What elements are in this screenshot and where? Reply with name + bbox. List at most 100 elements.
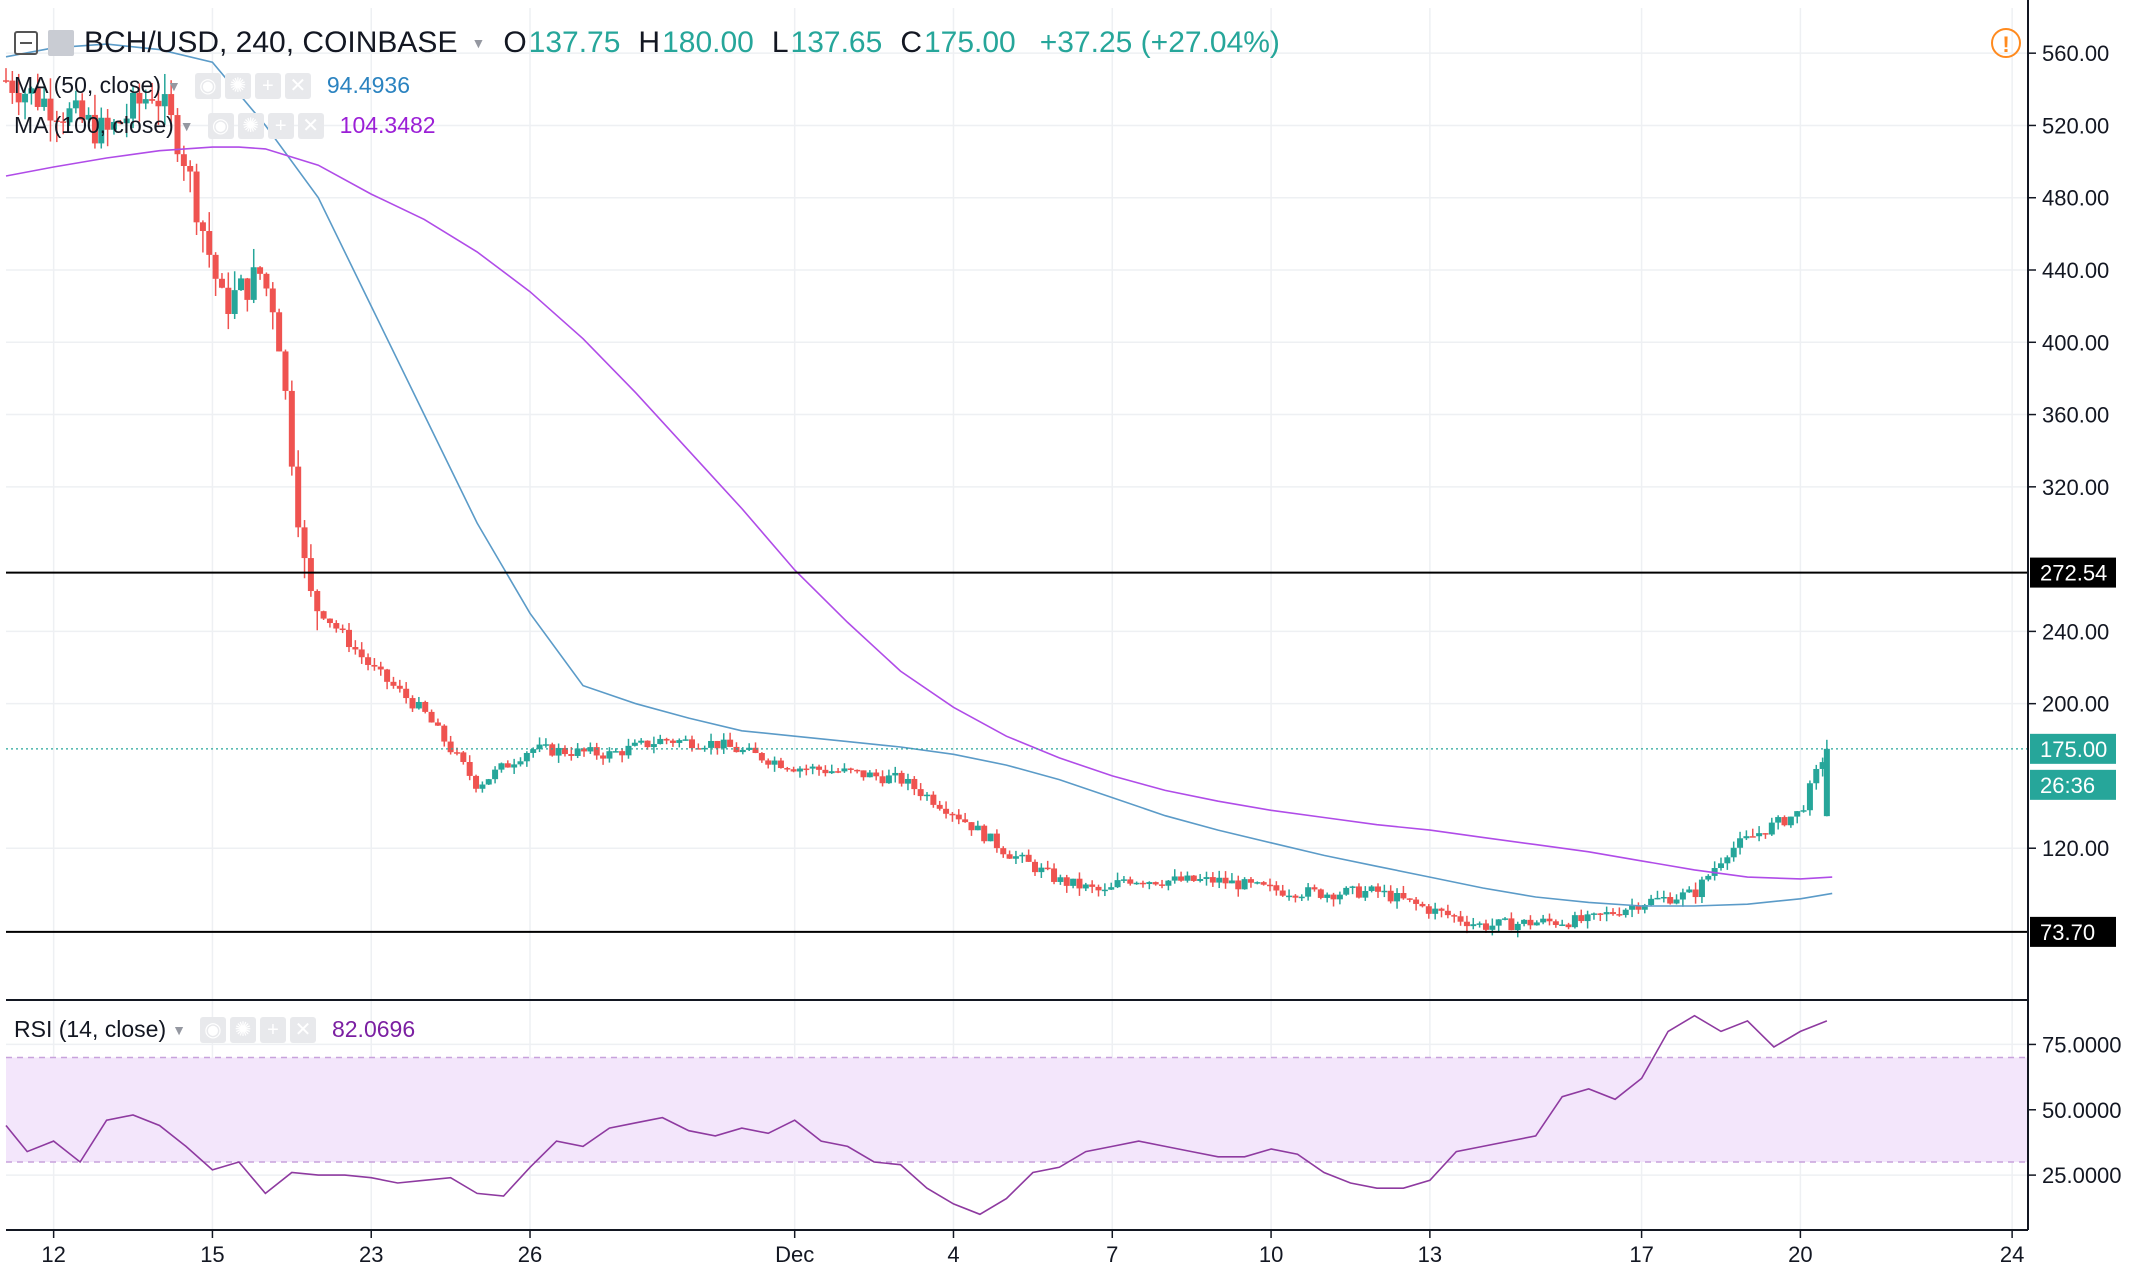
candle-body <box>263 273 270 289</box>
candle-body <box>1679 892 1686 900</box>
candle-body <box>1616 914 1623 916</box>
candle-body <box>1635 905 1642 910</box>
candle-body <box>955 814 962 820</box>
ma50-legend: MA (50, close) ▼ ◉ ✺ + ✕ 94.4936 <box>14 72 410 99</box>
eye-icon[interactable]: ◉ <box>199 1016 226 1043</box>
gear-icon[interactable]: ✺ <box>229 1016 256 1043</box>
x-tick-label: 7 <box>1106 1242 1118 1267</box>
candle-body <box>358 649 365 658</box>
candle-body <box>1178 876 1185 881</box>
chevron-down-icon[interactable]: ▼ <box>471 35 486 51</box>
eye-icon[interactable]: ◉ <box>194 72 221 99</box>
candle-body <box>1101 889 1108 892</box>
candle-body <box>1374 886 1381 892</box>
candle-body <box>593 747 600 756</box>
candle-body <box>1387 890 1394 902</box>
candle-body <box>441 725 448 742</box>
gear-icon[interactable]: ✺ <box>224 72 251 99</box>
candle-body <box>1273 885 1280 891</box>
candle-body <box>1540 918 1547 923</box>
gear-icon[interactable]: ✺ <box>237 112 264 139</box>
candle-body <box>1806 783 1813 811</box>
ma100-label[interactable]: MA (100, close) <box>14 112 174 138</box>
candle-body <box>568 754 575 756</box>
close-icon[interactable]: ✕ <box>284 72 311 99</box>
candle-body <box>1089 884 1096 887</box>
candle-body <box>1717 863 1724 869</box>
chevron-down-icon[interactable]: ▼ <box>172 1021 186 1038</box>
rsi-band <box>6 1057 2028 1163</box>
plus-icon[interactable]: + <box>267 112 294 139</box>
low-label: L <box>771 26 789 59</box>
x-tick-label: 15 <box>200 1242 224 1267</box>
close-value: 175.00 <box>923 26 1016 59</box>
candle-body <box>1012 856 1019 859</box>
candle-body <box>110 121 117 130</box>
candle-body <box>1247 879 1254 883</box>
ma50-label[interactable]: MA (50, close) <box>14 72 161 98</box>
collapse-icon[interactable] <box>14 31 38 55</box>
candle-body <box>523 752 530 762</box>
candle-body <box>1343 887 1350 895</box>
candle-body <box>276 312 283 352</box>
candle-body <box>3 80 9 82</box>
candle-body <box>1521 919 1528 924</box>
candle-body <box>1152 882 1159 885</box>
candle-body <box>1686 889 1693 893</box>
plus-icon[interactable]: + <box>259 1016 286 1043</box>
candle-body <box>943 808 950 814</box>
level-price-tag: 73.70 <box>2040 920 2095 945</box>
candle-body <box>180 154 187 167</box>
candle-body <box>1775 817 1782 823</box>
rsi-tick-label: 75.0000 <box>2042 1032 2122 1057</box>
candle-body <box>1146 882 1153 885</box>
x-tick-label: 17 <box>1629 1242 1653 1267</box>
candle-body <box>1311 887 1318 890</box>
candle-body <box>1222 877 1229 884</box>
candle-body <box>206 231 213 255</box>
y-tick-label: 240.00 <box>2042 619 2109 644</box>
close-icon[interactable]: ✕ <box>297 112 324 139</box>
candle-body <box>1260 882 1267 885</box>
candle-body <box>53 120 60 123</box>
candle-body <box>1476 923 1483 925</box>
candle-body <box>1571 915 1578 928</box>
candle-body <box>1025 854 1032 862</box>
candle-body <box>1756 833 1763 837</box>
candle-body <box>1673 899 1680 904</box>
candle-body <box>1076 878 1083 889</box>
candle-body <box>1209 877 1216 883</box>
chevron-down-icon[interactable]: ▼ <box>167 77 181 94</box>
candle-body-last <box>1823 748 1830 817</box>
x-tick-label: 23 <box>359 1242 383 1267</box>
chevron-down-icon[interactable]: ▼ <box>179 117 194 134</box>
close-icon[interactable]: ✕ <box>289 1016 316 1043</box>
candle-body <box>714 740 721 749</box>
candle-body <box>231 290 238 314</box>
chart-header: BCH/USD, 240, COINBASE ▼ O 137.75 H 180.00… <box>14 26 1280 60</box>
alert-icon[interactable]: ! <box>1991 28 2021 58</box>
candle-body <box>504 763 511 768</box>
candle-body <box>1749 836 1756 838</box>
candle-body <box>1451 915 1458 917</box>
symbol-label[interactable]: BCH/USD, 240, COINBASE <box>84 26 458 59</box>
candle-body <box>345 629 352 648</box>
rsi-label[interactable]: RSI (14, close) <box>14 1016 167 1042</box>
candle-body <box>898 772 905 784</box>
candle-body <box>1324 894 1331 898</box>
candle-body <box>1051 868 1058 882</box>
candle-body <box>1330 894 1337 900</box>
grid-lines <box>6 8 2028 1230</box>
candle-body <box>1057 877 1064 882</box>
candle-body <box>434 722 441 726</box>
eye-icon[interactable]: ◉ <box>207 112 234 139</box>
candle-body <box>390 681 397 686</box>
candle-body <box>1654 897 1661 900</box>
candle-body <box>238 278 245 291</box>
candle-body <box>212 254 219 279</box>
candle-body <box>193 171 200 223</box>
candle-body <box>1184 875 1191 881</box>
plus-icon[interactable]: + <box>254 72 281 99</box>
candle-body <box>333 623 340 629</box>
